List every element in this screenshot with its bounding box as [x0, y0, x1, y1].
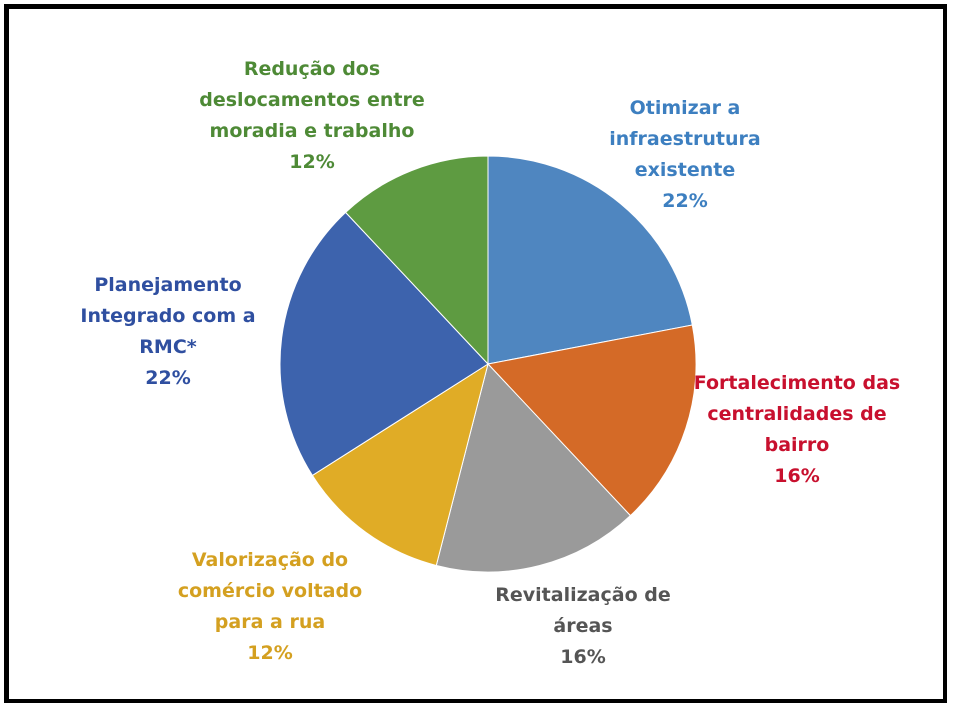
category-label: Redução dos deslocamentos entre moradia …: [199, 58, 425, 142]
value-label: 22%: [145, 367, 191, 389]
value-label: 12%: [247, 642, 293, 664]
category-label: Revitalização de áreas: [495, 584, 671, 637]
slice-label: Revitalização de áreas 16%: [478, 580, 688, 673]
category-label: Otimizar a infraestrutura existente: [609, 97, 761, 181]
pie-slice: [435, 362, 632, 573]
pie-slice: [311, 362, 489, 567]
value-label: 16%: [560, 646, 606, 668]
pie-slice: [344, 155, 489, 366]
slice-label: Redução dos deslocamentos entre moradia …: [197, 54, 427, 178]
value-label: 12%: [289, 151, 335, 173]
slice-label: Otimizar a infraestrutura existente 22%: [580, 93, 790, 217]
pie-slice: [279, 211, 489, 477]
frame: [4, 4, 947, 703]
value-label: 16%: [774, 465, 820, 487]
category-label: Valorização do comércio voltado para a r…: [177, 549, 363, 633]
value-label: 22%: [662, 190, 708, 212]
category-label: Planejamento Integrado com a RMC*: [80, 274, 256, 358]
slice-label: Fortalecimento das centralidades de bair…: [692, 368, 902, 492]
pie-slice: [487, 155, 693, 365]
category-label: Fortalecimento das centralidades de bair…: [693, 372, 901, 456]
pie-slice: [487, 324, 697, 517]
slice-label: Planejamento Integrado com a RMC* 22%: [68, 270, 268, 394]
slice-label: Valorização do comércio voltado para a r…: [155, 545, 385, 669]
